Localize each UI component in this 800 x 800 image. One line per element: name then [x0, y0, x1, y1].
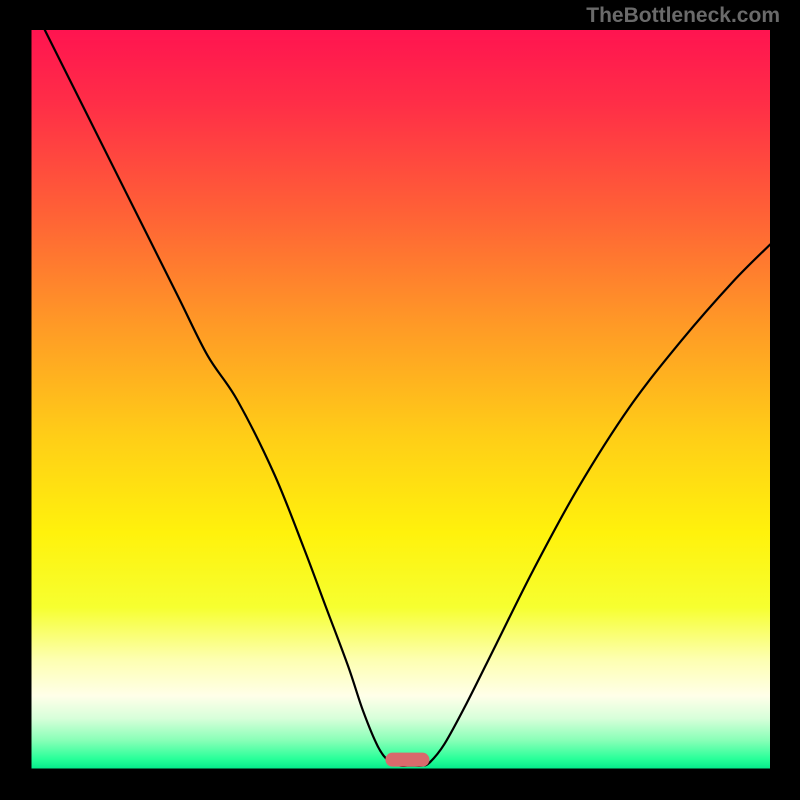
bottleneck-chart — [0, 0, 800, 800]
gradient-background — [30, 30, 770, 770]
chart-container: TheBottleneck.com — [0, 0, 800, 800]
watermark-text: TheBottleneck.com — [586, 4, 780, 28]
valley-marker — [385, 753, 429, 767]
